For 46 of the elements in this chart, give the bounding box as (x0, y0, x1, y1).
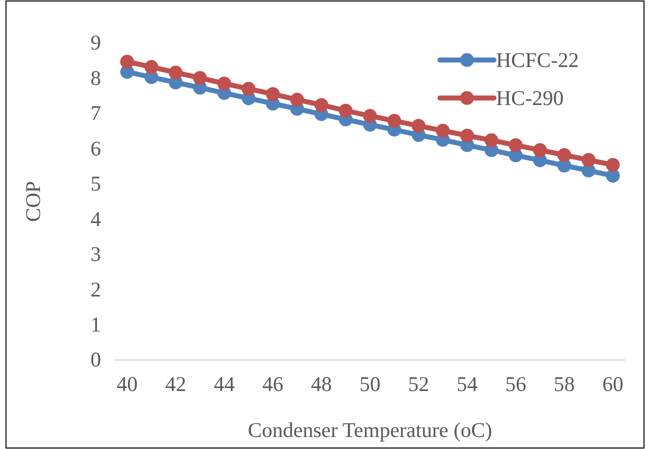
x-tick-label: 52 (408, 372, 430, 396)
x-tick-label: 44 (214, 372, 236, 396)
point (168, 66, 183, 80)
y-axis-title: COP (21, 181, 45, 222)
point (582, 153, 596, 167)
point (290, 92, 304, 107)
y-tick-label: 8 (90, 66, 101, 90)
legend-label: HCFC-22 (496, 48, 579, 72)
point (508, 138, 523, 152)
point (217, 76, 232, 90)
y-tick-label: 9 (90, 30, 101, 55)
point (314, 98, 328, 112)
y-tick-label: 4 (90, 206, 102, 231)
point (436, 124, 450, 138)
x-tick-label: 50 (360, 372, 380, 396)
point (412, 118, 426, 133)
point (387, 114, 402, 128)
point (606, 158, 620, 172)
point (242, 82, 256, 96)
x-tick-label: 54 (456, 372, 478, 396)
point (484, 133, 498, 148)
y-tick-label: 0 (90, 348, 101, 372)
x-tick-label: 48 (310, 372, 332, 396)
y-tick-label: 3 (90, 242, 101, 266)
point (338, 104, 353, 118)
y-tick-label: 7 (90, 101, 101, 126)
point (557, 148, 572, 162)
point (460, 128, 474, 143)
point (266, 87, 280, 101)
y-tick-label: 5 (90, 172, 101, 196)
legend-label: HC-290 (496, 86, 564, 110)
y-tick-label: 1 (90, 312, 101, 336)
point (363, 109, 377, 123)
point (193, 70, 207, 85)
x-tick-label: 42 (165, 372, 186, 396)
point (144, 60, 158, 74)
y-tick-label: 6 (90, 136, 101, 160)
point (120, 54, 134, 69)
y-tick-label: 2 (90, 277, 101, 302)
x-tick-label: 40 (116, 372, 138, 396)
x-axis-title: Condenser Temperature (oC) (248, 418, 492, 442)
x-tick-label: 56 (505, 372, 526, 396)
x-tick-label: 58 (554, 372, 575, 396)
x-tick-label: 60 (602, 372, 624, 396)
point (533, 143, 547, 157)
x-tick-label: 46 (262, 372, 284, 396)
